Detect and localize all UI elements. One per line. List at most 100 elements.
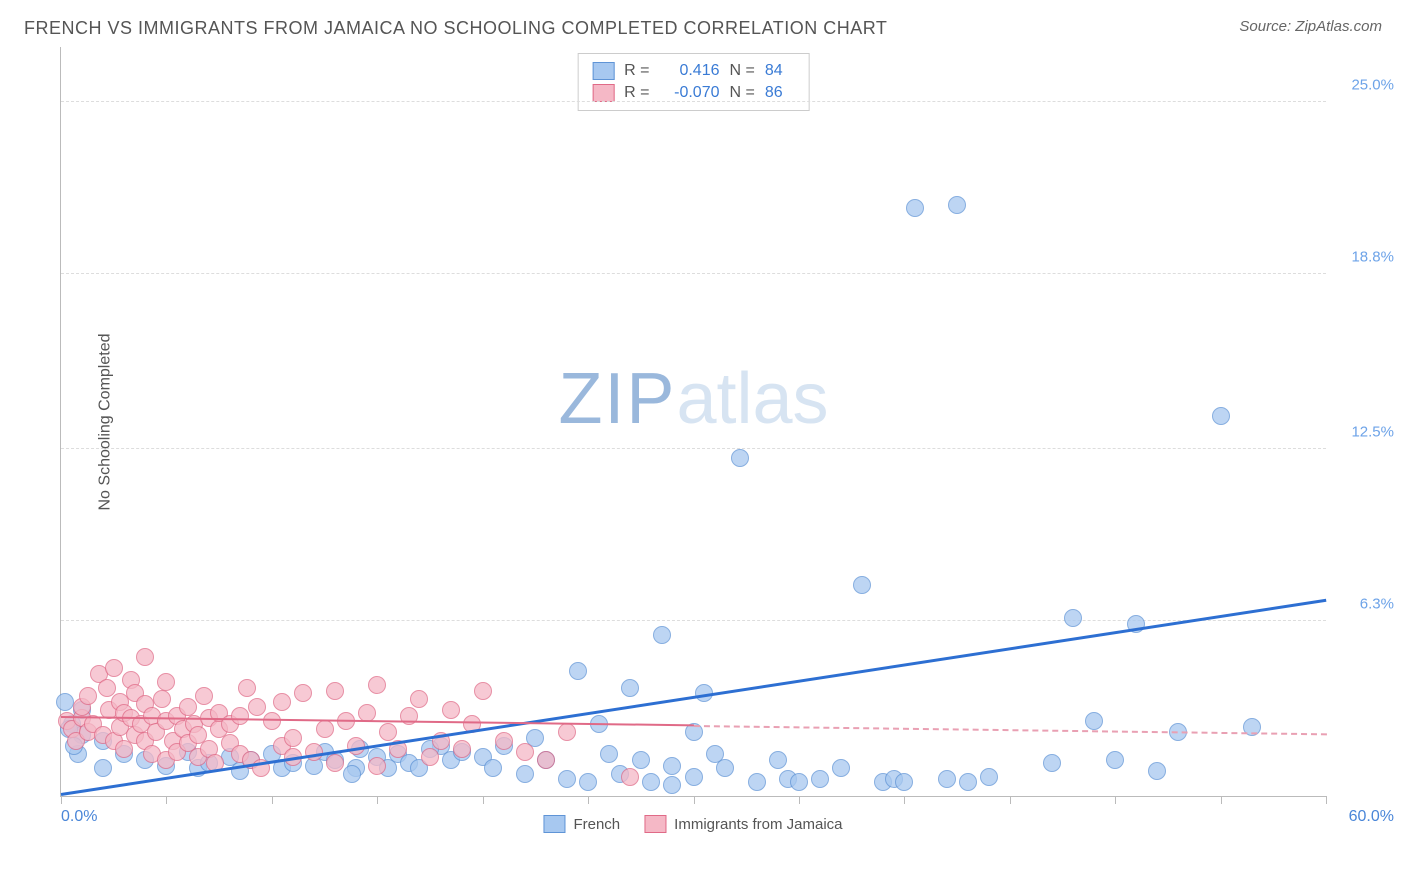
data-point-jamaica	[284, 729, 302, 747]
data-point-french	[621, 679, 639, 697]
watermark: ZIPatlas	[558, 358, 828, 440]
data-point-jamaica	[368, 676, 386, 694]
data-point-french	[56, 693, 74, 711]
x-tick	[166, 796, 167, 804]
data-point-french	[948, 196, 966, 214]
data-point-french	[558, 770, 576, 788]
chart-title: FRENCH VS IMMIGRANTS FROM JAMAICA NO SCH…	[24, 18, 887, 39]
data-point-jamaica	[294, 684, 312, 702]
data-point-french	[1043, 754, 1061, 772]
data-point-french	[906, 199, 924, 217]
data-point-french	[343, 765, 361, 783]
data-point-french	[769, 751, 787, 769]
data-point-jamaica	[248, 698, 266, 716]
n-value-jamaica: 86	[765, 84, 795, 102]
source-prefix: Source:	[1239, 18, 1295, 35]
data-point-french	[895, 773, 913, 791]
data-point-jamaica	[105, 659, 123, 677]
data-point-french	[1212, 407, 1230, 425]
n-label: N =	[730, 84, 755, 102]
stats-row-french: R = 0.416 N = 84	[592, 60, 795, 82]
x-tick	[483, 796, 484, 804]
x-tick	[904, 796, 905, 804]
data-point-jamaica	[516, 743, 534, 761]
data-point-jamaica	[537, 751, 555, 769]
data-point-jamaica	[326, 754, 344, 772]
data-point-french	[716, 759, 734, 777]
data-point-french	[653, 626, 671, 644]
source-name: ZipAtlas.com	[1295, 18, 1382, 35]
data-point-jamaica	[316, 720, 334, 738]
data-point-jamaica	[453, 740, 471, 758]
data-point-french	[832, 759, 850, 777]
data-point-french	[484, 759, 502, 777]
x-tick	[694, 796, 695, 804]
data-point-french	[731, 449, 749, 467]
r-label: R =	[624, 62, 649, 80]
data-point-jamaica	[326, 682, 344, 700]
data-point-french	[1106, 751, 1124, 769]
data-point-french	[94, 759, 112, 777]
gridline	[61, 448, 1326, 449]
data-point-french	[663, 757, 681, 775]
x-tick	[1326, 796, 1327, 804]
data-point-french	[1148, 762, 1166, 780]
y-axis-label: No Schooling Completed	[97, 333, 115, 510]
gridline	[61, 101, 1326, 102]
r-label: R =	[624, 84, 649, 102]
data-point-jamaica	[474, 682, 492, 700]
data-point-jamaica	[495, 732, 513, 750]
x-axis-max: 60.0%	[1349, 808, 1394, 826]
data-point-jamaica	[410, 690, 428, 708]
y-tick-label: 12.5%	[1351, 424, 1394, 441]
data-point-french	[959, 773, 977, 791]
trend-line	[61, 599, 1326, 796]
data-point-french	[642, 773, 660, 791]
legend-item-french: French	[543, 815, 620, 833]
data-point-french	[516, 765, 534, 783]
watermark-atlas: atlas	[676, 359, 828, 439]
n-value-french: 84	[765, 62, 795, 80]
swatch-jamaica	[644, 815, 666, 833]
trend-line	[693, 725, 1326, 735]
x-tick	[61, 796, 62, 804]
data-point-jamaica	[621, 768, 639, 786]
x-tick	[377, 796, 378, 804]
r-value-jamaica: -0.070	[660, 84, 720, 102]
data-point-jamaica	[263, 712, 281, 730]
x-tick	[1010, 796, 1011, 804]
data-point-jamaica	[421, 748, 439, 766]
chart-area: No Schooling Completed ZIPatlas R = 0.41…	[60, 47, 1326, 837]
legend-label-jamaica: Immigrants from Jamaica	[674, 816, 842, 833]
legend-item-jamaica: Immigrants from Jamaica	[644, 815, 842, 833]
data-point-french	[579, 773, 597, 791]
data-point-french	[1085, 712, 1103, 730]
swatch-french	[543, 815, 565, 833]
legend-label-french: French	[573, 816, 620, 833]
data-point-french	[685, 768, 703, 786]
x-tick	[799, 796, 800, 804]
data-point-french	[748, 773, 766, 791]
data-point-jamaica	[442, 701, 460, 719]
data-point-french	[600, 745, 618, 763]
source-attribution: Source: ZipAtlas.com	[1239, 18, 1382, 36]
data-point-french	[853, 576, 871, 594]
data-point-jamaica	[153, 690, 171, 708]
x-tick	[1115, 796, 1116, 804]
x-tick	[272, 796, 273, 804]
data-point-french	[790, 773, 808, 791]
data-point-french	[811, 770, 829, 788]
swatch-french	[592, 62, 614, 80]
swatch-jamaica	[592, 84, 614, 102]
data-point-jamaica	[558, 723, 576, 741]
series-legend: French Immigrants from Jamaica	[543, 815, 842, 833]
data-point-jamaica	[368, 757, 386, 775]
data-point-french	[980, 768, 998, 786]
data-point-jamaica	[157, 673, 175, 691]
watermark-zip: ZIP	[558, 359, 676, 439]
x-axis-min: 0.0%	[61, 808, 97, 826]
y-tick-label: 18.8%	[1351, 249, 1394, 266]
y-tick-label: 25.0%	[1351, 77, 1394, 94]
gridline	[61, 273, 1326, 274]
x-tick	[588, 796, 589, 804]
